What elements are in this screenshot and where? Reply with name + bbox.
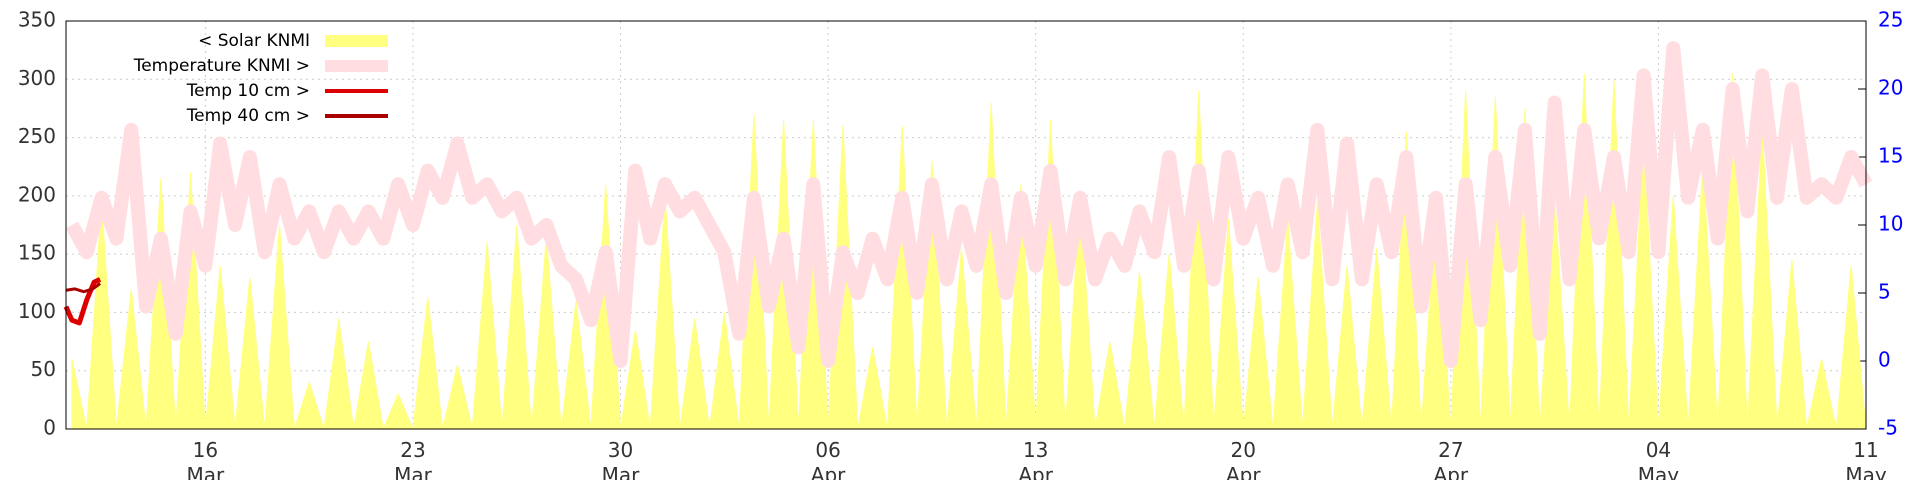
- y2-tick-label: 5: [1878, 280, 1891, 304]
- y-tick-label: 250: [18, 124, 56, 148]
- y2-tick-label: -5: [1878, 416, 1898, 440]
- x-tick-label: 20 Apr: [1226, 438, 1261, 480]
- legend-label: Temperature KNMI >: [133, 56, 310, 76]
- y-tick-label: 200: [18, 182, 56, 206]
- series-line: [63, 277, 102, 326]
- legend-label: Temp 40 cm >: [186, 106, 310, 126]
- legend-label: < Solar KNMI: [198, 31, 310, 51]
- y-tick-label: 0: [43, 416, 56, 440]
- legend-label: Temp 10 cm >: [186, 81, 310, 101]
- x-tick-label: 16 Mar: [187, 438, 226, 480]
- x-tick-label: 27 Apr: [1434, 438, 1469, 480]
- x-tick-label: 23 Mar: [394, 438, 433, 480]
- y2-tick-label: 0: [1878, 348, 1891, 372]
- x-tick-label: 06 Apr: [811, 438, 846, 480]
- x-tick-label: 04 May: [1638, 438, 1680, 480]
- y-tick-label: 350: [18, 8, 56, 32]
- y2-tick-label: 10: [1878, 212, 1903, 236]
- y-tick-label: 150: [18, 241, 56, 265]
- y2-tick-label: 25: [1878, 8, 1903, 32]
- y-tick-label: 300: [18, 66, 56, 90]
- series-line: [65, 282, 101, 294]
- x-tick-label: 11 May: [1845, 438, 1887, 480]
- y-tick-label: 50: [31, 357, 56, 381]
- x-tick-label: 13 Apr: [1018, 438, 1053, 480]
- y2-tick-label: 20: [1878, 76, 1903, 100]
- x-tick-label: 30 Mar: [602, 438, 641, 480]
- series-line: [65, 41, 1873, 368]
- y2-tick-label: 15: [1878, 144, 1903, 168]
- plot-frame: [65, 20, 1867, 430]
- y-tick-label: 100: [18, 299, 56, 323]
